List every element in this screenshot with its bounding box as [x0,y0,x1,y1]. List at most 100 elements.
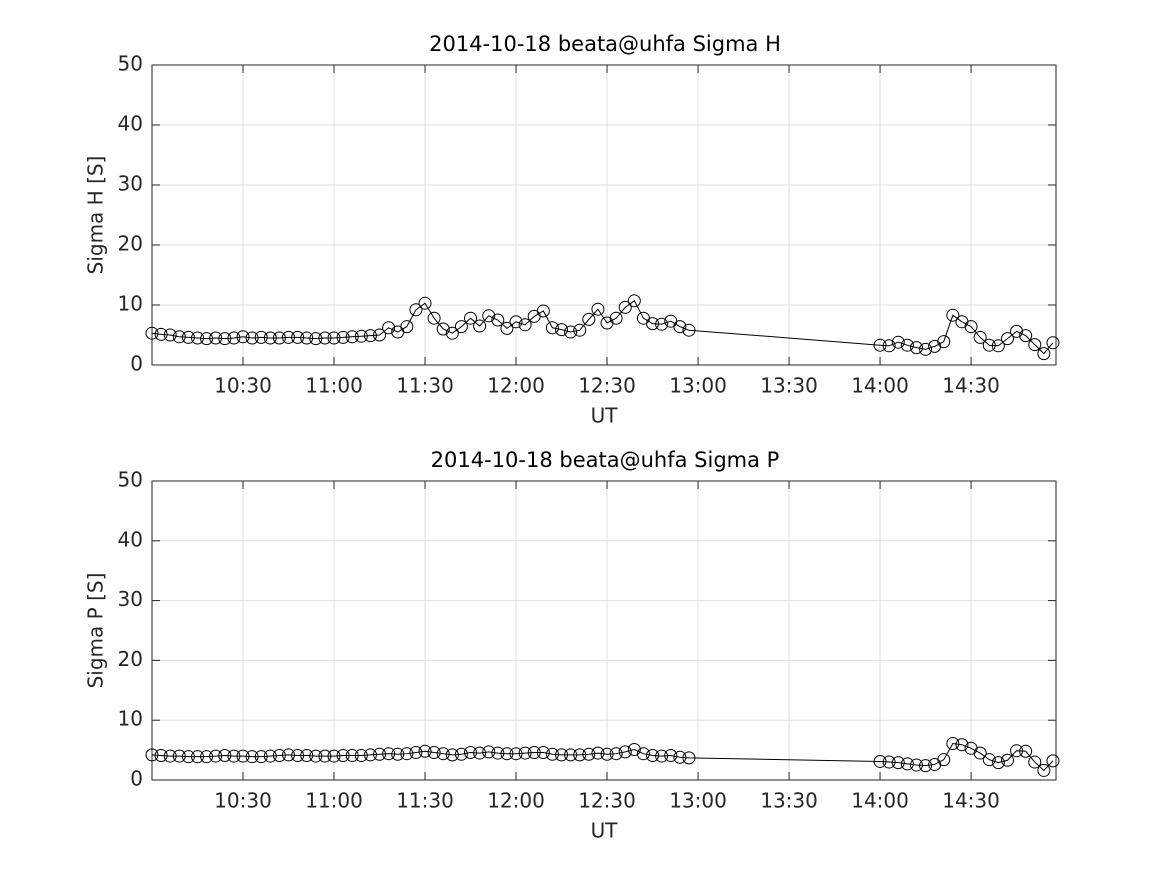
data-point [1010,744,1024,758]
data-point [964,320,978,334]
data-point [354,329,368,343]
data-point [336,330,350,344]
data-point [1046,336,1060,350]
data-line [151,742,1054,772]
data-point [245,750,259,764]
data-point [618,300,632,314]
data-point [445,748,459,762]
data-point [1000,332,1014,346]
data-point [609,747,623,761]
x-tick-label: 14:30 [942,374,1000,398]
data-point [573,323,587,337]
data-point [191,331,205,345]
x-tick-label: 12:00 [487,789,545,813]
data-point [500,321,514,335]
data-point [145,748,159,762]
data-point [591,302,605,316]
data-point [400,320,414,334]
data-point [318,749,332,763]
data-point [263,749,277,763]
data-point [454,747,468,761]
x-tick-label: 14:30 [942,789,1000,813]
x-axis-label: UT [591,404,619,428]
data-point [555,748,569,762]
data-point [919,342,933,356]
y-tick-label: 40 [118,112,143,136]
data-point [245,331,259,345]
data-point [218,748,232,762]
data-point [309,332,323,346]
data-point [609,311,623,325]
data-point [436,322,450,336]
axes-box [151,64,1057,366]
data-point [627,743,641,757]
y-tick-label: 10 [118,292,143,316]
data-point [545,321,559,335]
data-point [291,330,305,344]
data-point [454,320,468,334]
data-point [1028,338,1042,352]
data-point [600,747,614,761]
y-axis-label: Sigma H [S] [84,156,108,275]
data-point [909,758,923,772]
data-point [518,318,532,332]
data-point [418,744,432,758]
data-point [427,745,441,759]
data-point [363,329,377,343]
data-point [191,750,205,764]
data-point [363,748,377,762]
data-point [919,759,933,773]
data-point [282,330,296,344]
data-point [655,749,669,763]
data-point [873,338,887,352]
data-point [227,331,241,345]
data-point [309,749,323,763]
data-point [873,754,887,768]
data-point [172,749,186,763]
data-point [545,747,559,761]
data-point [882,339,896,353]
data-point [900,757,914,771]
data-point [154,327,168,341]
data-point [382,747,396,761]
data-point [181,330,195,344]
y-tick-label: 30 [118,587,143,611]
data-point [527,745,541,759]
x-tick-label: 12:30 [578,789,636,813]
x-tick-label: 11:30 [396,374,454,398]
data-point [291,748,305,762]
data-point [1037,347,1051,361]
data-point [591,746,605,760]
x-tick-label: 11:00 [305,374,363,398]
data-point [1019,744,1033,758]
data-point [946,308,960,322]
x-tick-label: 11:30 [396,789,454,813]
data-point [1028,755,1042,769]
data-point [163,328,177,342]
data-point [682,751,696,765]
y-tick-label: 0 [130,767,143,791]
data-point [627,294,641,308]
x-tick-label: 14:00 [851,789,909,813]
data-point [200,332,214,346]
y-tick-label: 30 [118,172,143,196]
data-point [382,321,396,335]
data-point [482,745,496,759]
data-point [664,748,678,762]
y-tick-label: 50 [118,52,143,76]
data-point [300,331,314,345]
data-point [500,747,514,761]
data-point [409,303,423,317]
data-point [318,331,332,345]
data-point [327,749,341,763]
y-axis-label: Sigma P [S] [84,573,108,689]
data-point [354,748,368,762]
data-point [209,749,223,763]
data-point [409,745,423,759]
data-point [491,746,505,760]
data-point [582,747,596,761]
data-point [209,331,223,345]
data-point [973,746,987,760]
data-point [436,747,450,761]
x-tick-label: 12:00 [487,374,545,398]
